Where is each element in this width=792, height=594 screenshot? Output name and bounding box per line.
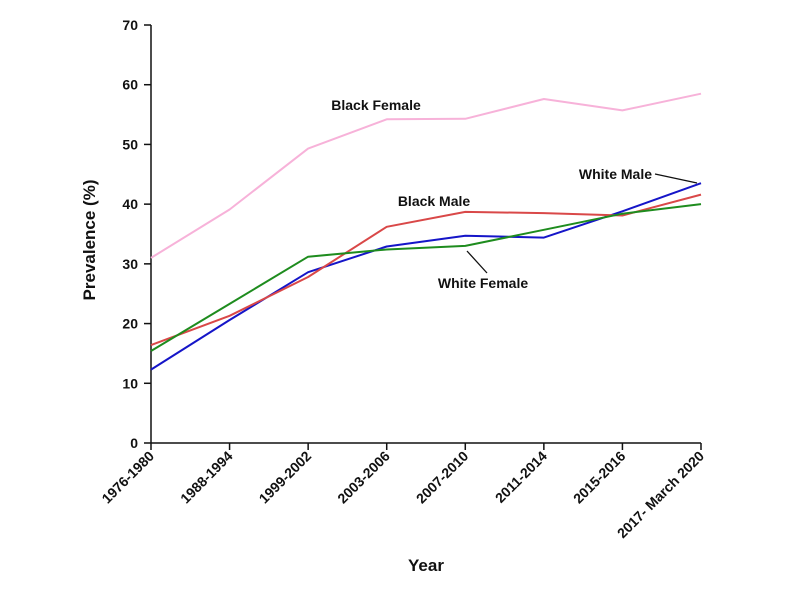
- leader-line-white-male: [654, 173, 698, 184]
- y-tick-label: 30: [122, 256, 138, 272]
- x-tick-label: 1976-1980: [98, 448, 157, 507]
- series-line-white-male: [150, 182, 702, 371]
- x-tick-label: 2015-2016: [570, 448, 629, 507]
- y-tick-label: 20: [122, 316, 138, 332]
- y-tick-label: 40: [122, 196, 138, 212]
- series-line-black-male: [150, 193, 702, 347]
- series-line-black-female: [150, 92, 702, 259]
- series-line-white-female: [150, 203, 702, 352]
- x-tick-label: 2017- March 2020: [614, 448, 707, 541]
- y-tick-label: 10: [122, 375, 138, 391]
- y-axis: 0 10 20 30 40 50 60 70: [122, 17, 152, 451]
- x-tick-label: 2003-2006: [334, 448, 393, 507]
- series-label-white-female: White Female: [438, 275, 528, 291]
- x-tick-label: 1999-2002: [256, 448, 315, 507]
- x-tick-label: 2011-2014: [492, 448, 550, 506]
- y-axis-title: Prevalence (%): [80, 180, 99, 301]
- series-labels: Black Female White Male Black Male White Fe…: [331, 97, 698, 291]
- x-tick-label: 1988-1994: [177, 448, 236, 507]
- y-tick-label: 60: [122, 77, 138, 93]
- series-label-black-female: Black Female: [331, 97, 421, 113]
- series-label-white-male: White Male: [579, 166, 652, 182]
- series-label-black-male: Black Male: [398, 193, 471, 209]
- x-axis-title: Year: [408, 556, 444, 575]
- y-tick-label: 50: [122, 136, 138, 152]
- x-tick-label: 2007-2010: [413, 448, 472, 507]
- x-axis: 1976-1980 1988-1994 1999-2002 2003-2006 2007…: [98, 442, 707, 541]
- series-lines: [150, 92, 702, 371]
- y-tick-label: 70: [122, 17, 138, 33]
- leader-line-white-female: [466, 250, 488, 274]
- y-tick-label: 0: [130, 435, 138, 451]
